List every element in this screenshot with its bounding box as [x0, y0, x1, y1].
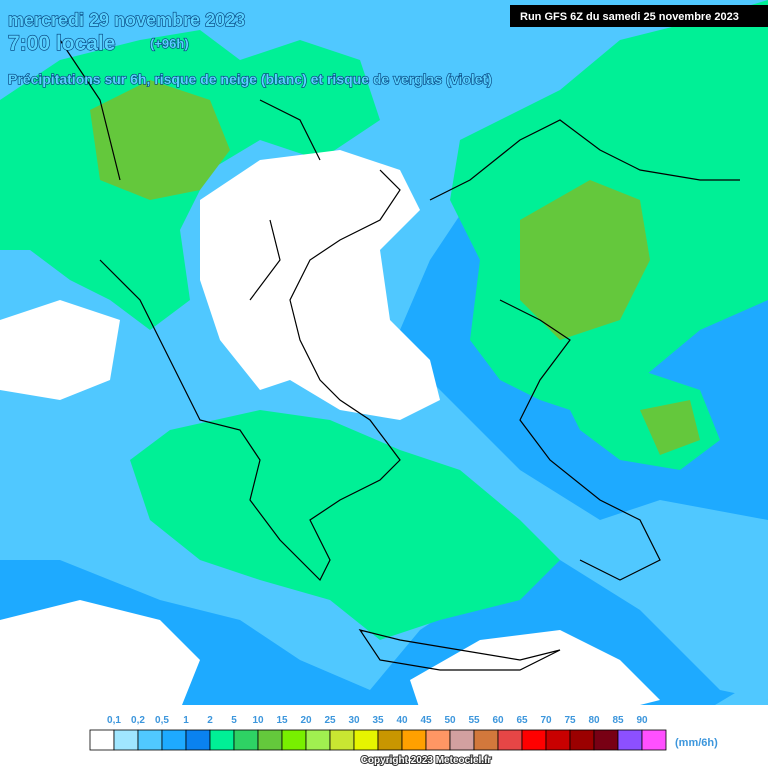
legend-swatch [617, 729, 643, 751]
date: mercredi 29 novembre 2023 [8, 10, 245, 30]
copyright: Copyright 2023 Meteociel.fr [361, 755, 492, 766]
legend-swatch [329, 729, 355, 751]
legend-swatch [257, 729, 283, 751]
legend-swatch [521, 729, 547, 751]
description: Précipitations sur 6h, risque de neige (… [8, 71, 492, 87]
legend: 0,1 0,2 0,5 1 2 5 10 15 20 25 30 35 40 45 50 55 60 65 70 75… [89, 715, 667, 751]
legend-swatch [545, 729, 571, 751]
legend-label: 80 [588, 715, 600, 726]
legend-swatch [209, 729, 235, 751]
run-box [510, 5, 768, 27]
legend-label: 1 [183, 715, 189, 726]
legend-label: 15 [276, 715, 288, 726]
legend-swatch [233, 729, 259, 751]
legend-swatch [113, 729, 139, 751]
legend-label: 90 [636, 715, 648, 726]
legend-label: 0,5 [155, 715, 169, 726]
coastlines [59, 39, 740, 671]
run-info: Run GFS 6Z du samedi 25 novembre 2023 [520, 11, 739, 23]
legend-unit: (mm/6h) [675, 737, 718, 749]
legend-swatch [161, 729, 187, 751]
legend-swatch [281, 729, 307, 751]
legend-label: 60 [492, 715, 504, 726]
legend-label: 0,1 [107, 715, 121, 726]
legend-label: 85 [612, 715, 624, 726]
legend-label: 5 [231, 715, 237, 726]
legend-label: 10 [252, 715, 264, 726]
legend-swatch [305, 729, 331, 751]
legend-swatch [641, 729, 667, 751]
legend-swatch [473, 729, 499, 751]
legend-swatch [353, 729, 379, 751]
legend-label: 65 [516, 715, 528, 726]
legend-label: 25 [324, 715, 336, 726]
legend-swatch [449, 729, 475, 751]
legend-swatch [593, 729, 619, 751]
local-time: 7:00 locale [8, 32, 115, 55]
legend-swatch [377, 729, 403, 751]
legend-label: 30 [348, 715, 360, 726]
legend-swatch [569, 729, 595, 751]
legend-label: 50 [444, 715, 456, 726]
legend-label: 2 [207, 715, 213, 726]
legend-label: 70 [540, 715, 552, 726]
forecast-offset: (+96h) [150, 36, 189, 51]
legend-swatch [89, 729, 115, 751]
legend-swatch [137, 729, 163, 751]
legend-swatch [425, 729, 451, 751]
legend-label: 0,2 [131, 715, 145, 726]
legend-swatch [185, 729, 211, 751]
legend-swatch [497, 729, 523, 751]
legend-label: 20 [300, 715, 312, 726]
legend-label: 75 [564, 715, 576, 726]
legend-swatch [401, 729, 427, 751]
legend-label: 45 [420, 715, 432, 726]
legend-label: 40 [396, 715, 408, 726]
legend-label: 55 [468, 715, 480, 726]
legend-label: 35 [372, 715, 384, 726]
